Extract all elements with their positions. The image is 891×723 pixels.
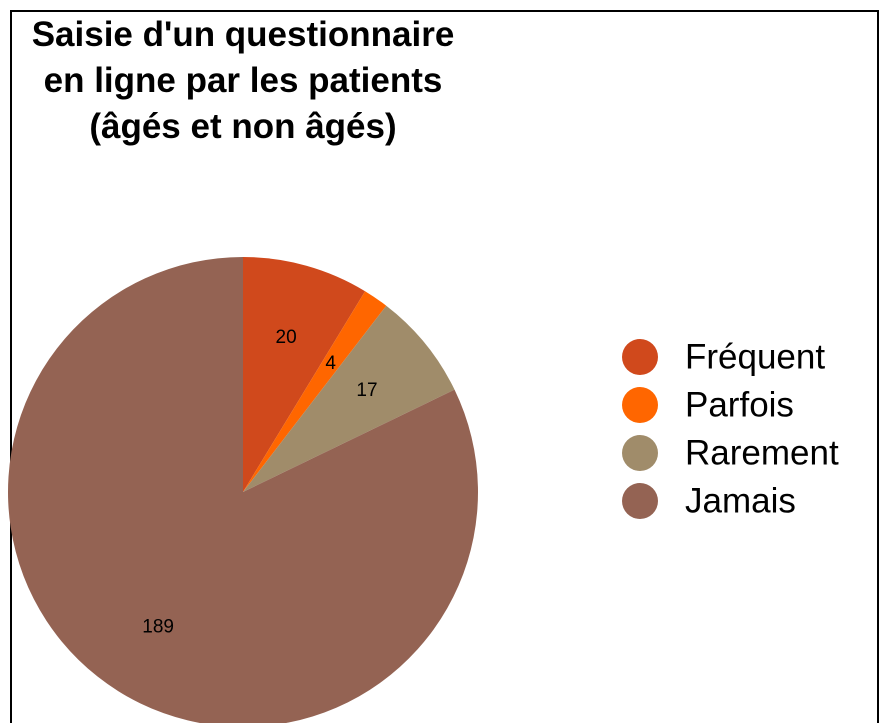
legend-swatch: [622, 387, 658, 423]
data-label: 189: [142, 616, 174, 637]
legend-label: Fréquent: [685, 337, 825, 376]
legend-label: Jamais: [685, 481, 796, 520]
pie-slice: [243, 257, 366, 492]
legend-label: Parfois: [685, 385, 794, 424]
legend-swatch: [622, 435, 658, 471]
legend-label: Rarement: [685, 433, 839, 472]
chart-title: Saisie d'un questionnaire en ligne par l…: [31, 15, 455, 146]
pie-slice: [243, 305, 455, 492]
pie-slice: [8, 257, 478, 723]
legend-swatch: [622, 339, 658, 375]
data-label: 20: [276, 327, 297, 348]
data-label: 17: [356, 380, 377, 401]
legend-swatch: [622, 483, 658, 519]
data-label: 4: [325, 353, 336, 374]
chart-frame: [10, 10, 879, 723]
pie-slice: [243, 291, 387, 492]
